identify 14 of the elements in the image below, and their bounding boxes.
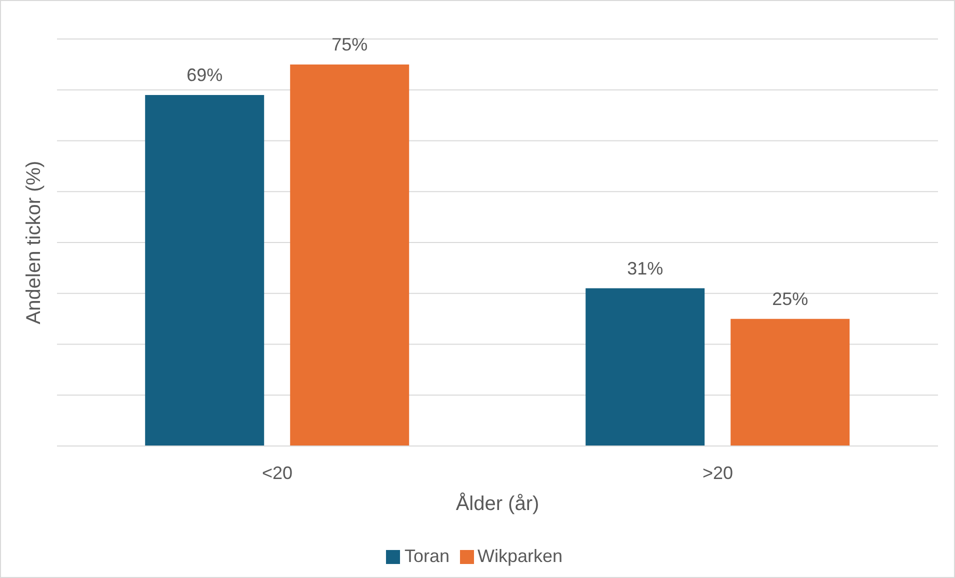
data-label: 25% bbox=[772, 288, 808, 309]
x-axis-title: Ålder (år) bbox=[456, 492, 540, 516]
data-label: 69% bbox=[186, 64, 223, 85]
data-label: 31% bbox=[627, 258, 664, 278]
x-tick-label: >20 bbox=[702, 462, 734, 483]
legend-label: Toran bbox=[404, 546, 450, 566]
data-label: 75% bbox=[332, 34, 368, 54]
bar bbox=[145, 94, 264, 446]
bar bbox=[290, 64, 410, 446]
legend-label: Wikparken bbox=[478, 546, 563, 566]
y-axis-title: Andelen tickor (%) bbox=[23, 160, 46, 324]
x-tick-label: <20 bbox=[262, 462, 293, 483]
bar bbox=[586, 288, 705, 446]
bar bbox=[730, 318, 850, 446]
